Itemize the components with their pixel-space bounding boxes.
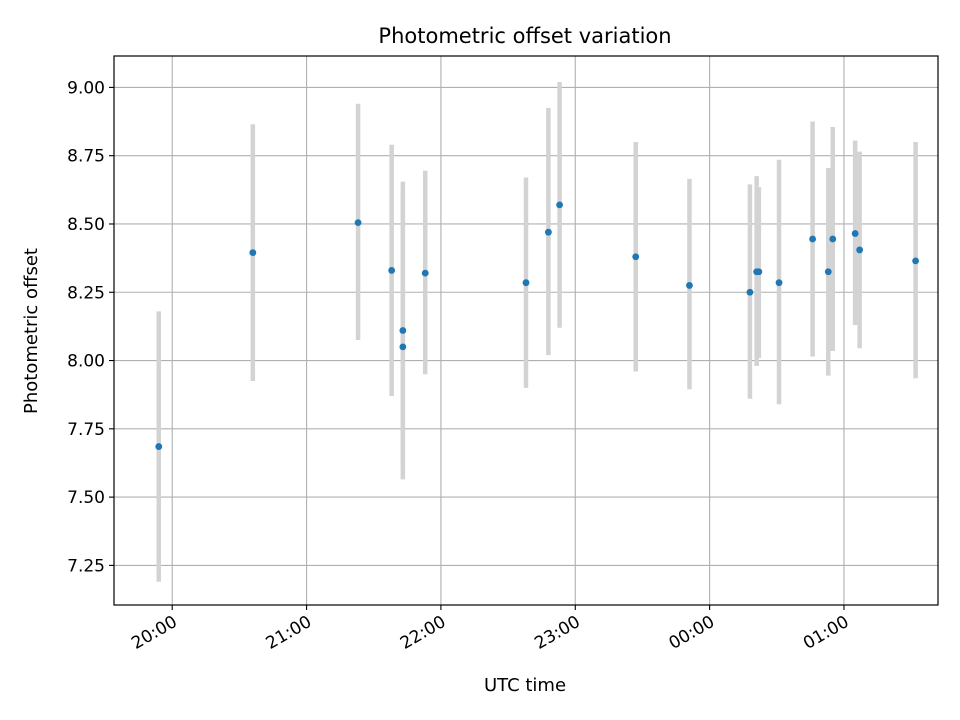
- y-axis-ticks: 7.25 7.50 7.75 8.00 8.25 8.50 8.75 9.00: [67, 78, 114, 576]
- data-point: [155, 443, 163, 450]
- data-point: [421, 269, 429, 277]
- data-point: [775, 279, 783, 287]
- data-point: [399, 343, 407, 351]
- data-point: [686, 282, 693, 289]
- data-point: [388, 267, 396, 274]
- y-tick-label: 8.25: [67, 283, 105, 303]
- data-point: [556, 201, 563, 209]
- data-point: [912, 257, 920, 265]
- y-tick-label: 7.75: [67, 420, 105, 440]
- y-tick-label: 8.00: [67, 352, 105, 372]
- y-tick-label: 8.50: [67, 215, 105, 235]
- data-point: [399, 327, 407, 334]
- data-points: [155, 201, 920, 450]
- y-tick-label: 8.75: [67, 147, 105, 167]
- data-point: [851, 230, 859, 237]
- data-point: [632, 253, 640, 261]
- data-point: [824, 268, 832, 276]
- data-point: [746, 288, 754, 296]
- data-point: [856, 246, 864, 254]
- y-axis-label: Photometric offset: [21, 248, 42, 414]
- x-axis-label: UTC time: [484, 675, 566, 696]
- data-point: [522, 279, 530, 287]
- data-point: [755, 268, 763, 276]
- y-tick-label: 9.00: [67, 78, 105, 98]
- data-point: [249, 249, 257, 257]
- data-point: [354, 219, 362, 227]
- data-point: [809, 235, 817, 243]
- chart-title: Photometric offset variation: [378, 24, 671, 48]
- plot-frame: [113, 55, 939, 606]
- data-point: [544, 228, 552, 236]
- y-tick-label: 7.25: [67, 556, 105, 576]
- data-point: [829, 235, 837, 243]
- y-tick-label: 7.50: [67, 488, 105, 508]
